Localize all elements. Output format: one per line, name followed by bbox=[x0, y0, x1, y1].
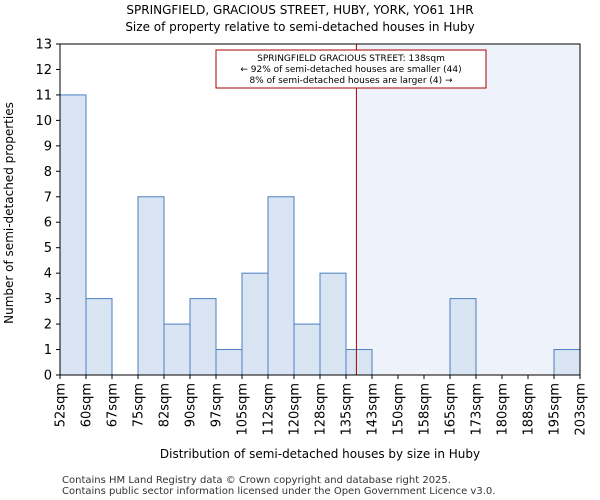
bar-135sqm bbox=[345, 349, 373, 376]
x-tick-label: 165sqm bbox=[444, 383, 459, 436]
bar-60sqm bbox=[85, 298, 113, 376]
x-tick-label: 112sqm bbox=[262, 383, 277, 436]
x-tick-label: 143sqm bbox=[366, 383, 381, 436]
chart-subtitle: Size of property relative to semi-detach… bbox=[125, 20, 474, 34]
chart-title: SPRINGFIELD, GRACIOUS STREET, HUBY, YORK… bbox=[126, 3, 473, 17]
bar-165sqm bbox=[449, 298, 477, 376]
x-tick-label: 52sqm bbox=[54, 383, 69, 427]
x-tick-label: 97sqm bbox=[210, 383, 225, 427]
footer-licence: Contains public sector information licen… bbox=[62, 486, 495, 497]
x-tick-label: 60sqm bbox=[80, 383, 95, 427]
y-tick-label: 7 bbox=[44, 190, 52, 205]
bar-90sqm bbox=[189, 298, 217, 376]
y-tick-label: 11 bbox=[35, 88, 52, 103]
y-tick-label: 12 bbox=[35, 63, 52, 78]
y-tick-label: 8 bbox=[44, 165, 52, 180]
y-tick-label: 0 bbox=[44, 369, 52, 384]
bar-128sqm bbox=[319, 272, 347, 376]
annotation-larger: 8% of semi-detached houses are larger (4… bbox=[249, 76, 453, 86]
x-tick-label: 173sqm bbox=[470, 383, 485, 436]
x-tick-label: 105sqm bbox=[236, 383, 251, 436]
y-tick-label: 4 bbox=[44, 267, 52, 282]
x-tick-label: 82sqm bbox=[158, 383, 173, 427]
y-tick-label: 6 bbox=[44, 216, 52, 231]
x-tick-label: 67sqm bbox=[106, 383, 121, 427]
bar-97sqm bbox=[215, 349, 243, 376]
bar-82sqm bbox=[163, 323, 191, 376]
y-axis-label: Number of semi-detached properties bbox=[2, 102, 16, 324]
y-tick-label: 1 bbox=[44, 343, 52, 358]
x-tick-label: 128sqm bbox=[314, 383, 329, 436]
x-tick-label: 135sqm bbox=[340, 383, 355, 436]
x-tick-label: 75sqm bbox=[132, 383, 147, 427]
y-tick-label: 13 bbox=[35, 38, 52, 53]
x-tick-label: 188sqm bbox=[522, 383, 537, 436]
x-tick-label: 90sqm bbox=[184, 383, 199, 427]
bar-52sqm bbox=[59, 94, 87, 376]
y-tick-label: 3 bbox=[44, 292, 52, 307]
x-tick-label: 195sqm bbox=[548, 383, 563, 436]
x-tick-label: 150sqm bbox=[392, 383, 407, 436]
bar-120sqm bbox=[293, 323, 321, 376]
bar-112sqm bbox=[267, 196, 295, 376]
annotation-box bbox=[215, 49, 487, 89]
y-tick-label: 10 bbox=[35, 114, 52, 129]
annotation-title: SPRINGFIELD GRACIOUS STREET: 138sqm bbox=[257, 54, 445, 64]
footer-attribution: Contains HM Land Registry data © Crown c… bbox=[62, 475, 451, 486]
x-tick-label: 203sqm bbox=[574, 383, 589, 436]
bar-195sqm bbox=[553, 349, 581, 376]
y-tick-label: 5 bbox=[44, 241, 52, 256]
annotation-smaller: ← 92% of semi-detached houses are smalle… bbox=[240, 65, 461, 75]
x-tick-label: 158sqm bbox=[418, 383, 433, 436]
bar-105sqm bbox=[241, 272, 269, 376]
y-tick-label: 9 bbox=[44, 139, 52, 154]
x-axis-label: Distribution of semi-detached houses by … bbox=[160, 447, 480, 461]
x-tick-label: 120sqm bbox=[288, 383, 303, 436]
bar-75sqm bbox=[137, 196, 165, 376]
y-tick-label: 2 bbox=[44, 318, 52, 333]
x-tick-label: 180sqm bbox=[496, 383, 511, 436]
